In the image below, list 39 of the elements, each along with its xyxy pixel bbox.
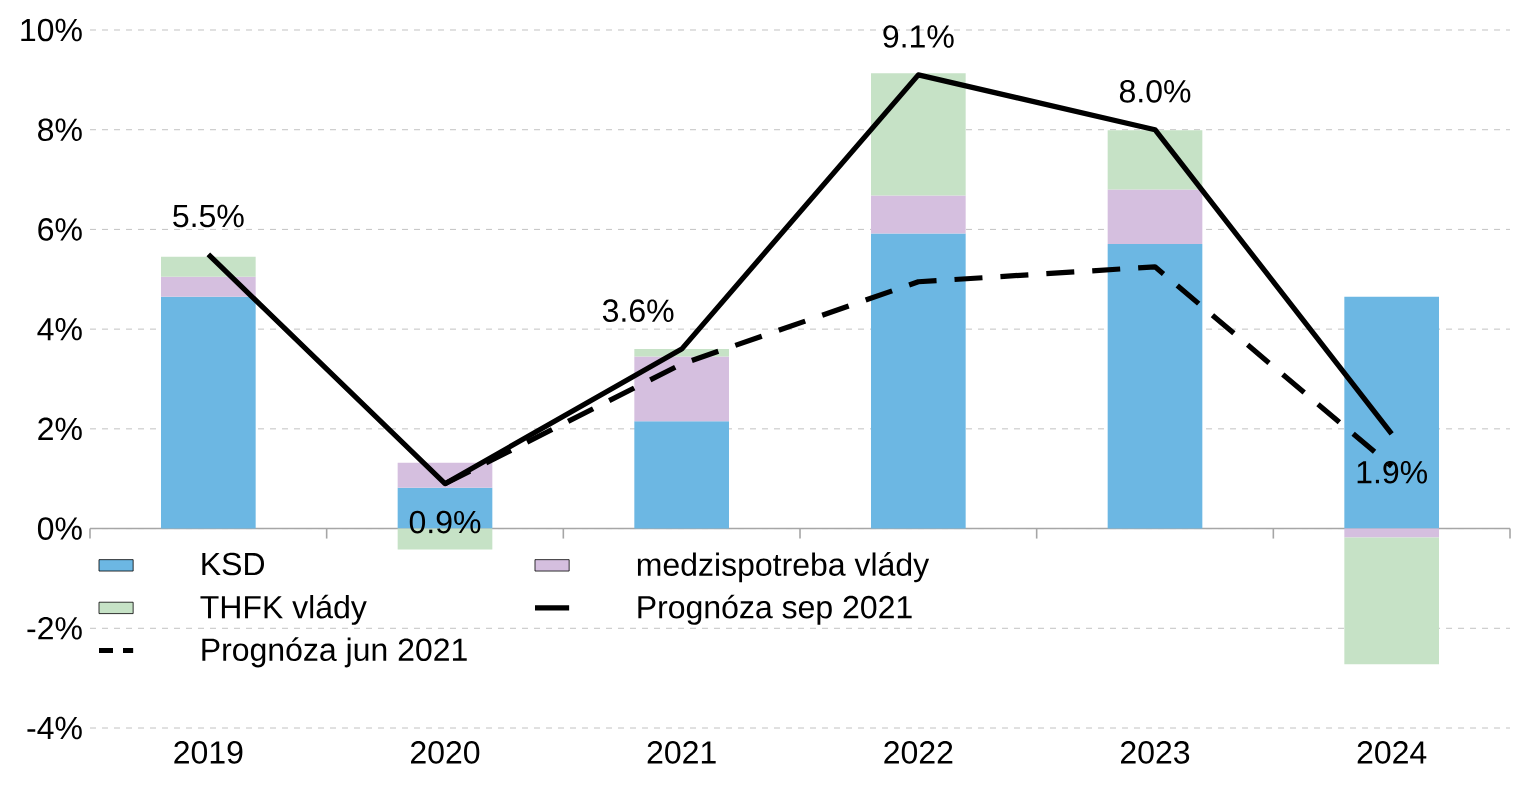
y-tick-label: 8%: [38, 118, 82, 142]
bar: [871, 195, 966, 234]
x-tick-label: 2019: [174, 741, 243, 764]
y-tick-label: 10%: [21, 18, 82, 42]
y-tick-label: -2%: [27, 617, 82, 640]
data-label: 8.0%: [1119, 79, 1191, 103]
x-tick-label: 2022: [884, 741, 953, 764]
bar: [1344, 296, 1439, 529]
bar: [161, 256, 256, 277]
data-label: 0.9%: [409, 510, 481, 534]
bar: [161, 296, 256, 529]
bar: [1344, 528, 1439, 538]
x-tick-label: 2024: [1357, 741, 1427, 764]
legend-label: Prognóza sep 2021: [638, 594, 912, 625]
legend-label: KSD: [202, 552, 265, 576]
bar: [871, 73, 966, 196]
legend-label: Prognóza jun 2021: [202, 637, 467, 668]
y-tick-label: -4%: [27, 716, 82, 740]
bar: [871, 233, 966, 529]
bar: [634, 421, 729, 529]
legend-label: medzispotreba vlády: [637, 552, 930, 583]
x-tick-label: 2020: [411, 741, 480, 764]
x-tick-label: 2021: [647, 741, 716, 764]
bar: [1107, 189, 1203, 244]
data-label: 5.5%: [173, 204, 244, 228]
bar: [1107, 130, 1203, 190]
y-tick-label: 2%: [38, 417, 82, 441]
data-label: 9.1%: [883, 25, 954, 48]
y-tick-label: 4%: [37, 317, 82, 341]
y-tick-label: 6%: [38, 218, 82, 241]
y-tick-label: 0%: [37, 517, 82, 540]
data-label: 1.9%: [1357, 460, 1427, 484]
legend-label: THFK vlády: [200, 594, 367, 625]
bar: [1107, 243, 1203, 529]
data-label: 3.6%: [602, 299, 674, 323]
bar: [1344, 537, 1439, 665]
bar: [161, 276, 256, 297]
bar: [634, 356, 729, 422]
x-tick-label: 2023: [1121, 741, 1190, 764]
